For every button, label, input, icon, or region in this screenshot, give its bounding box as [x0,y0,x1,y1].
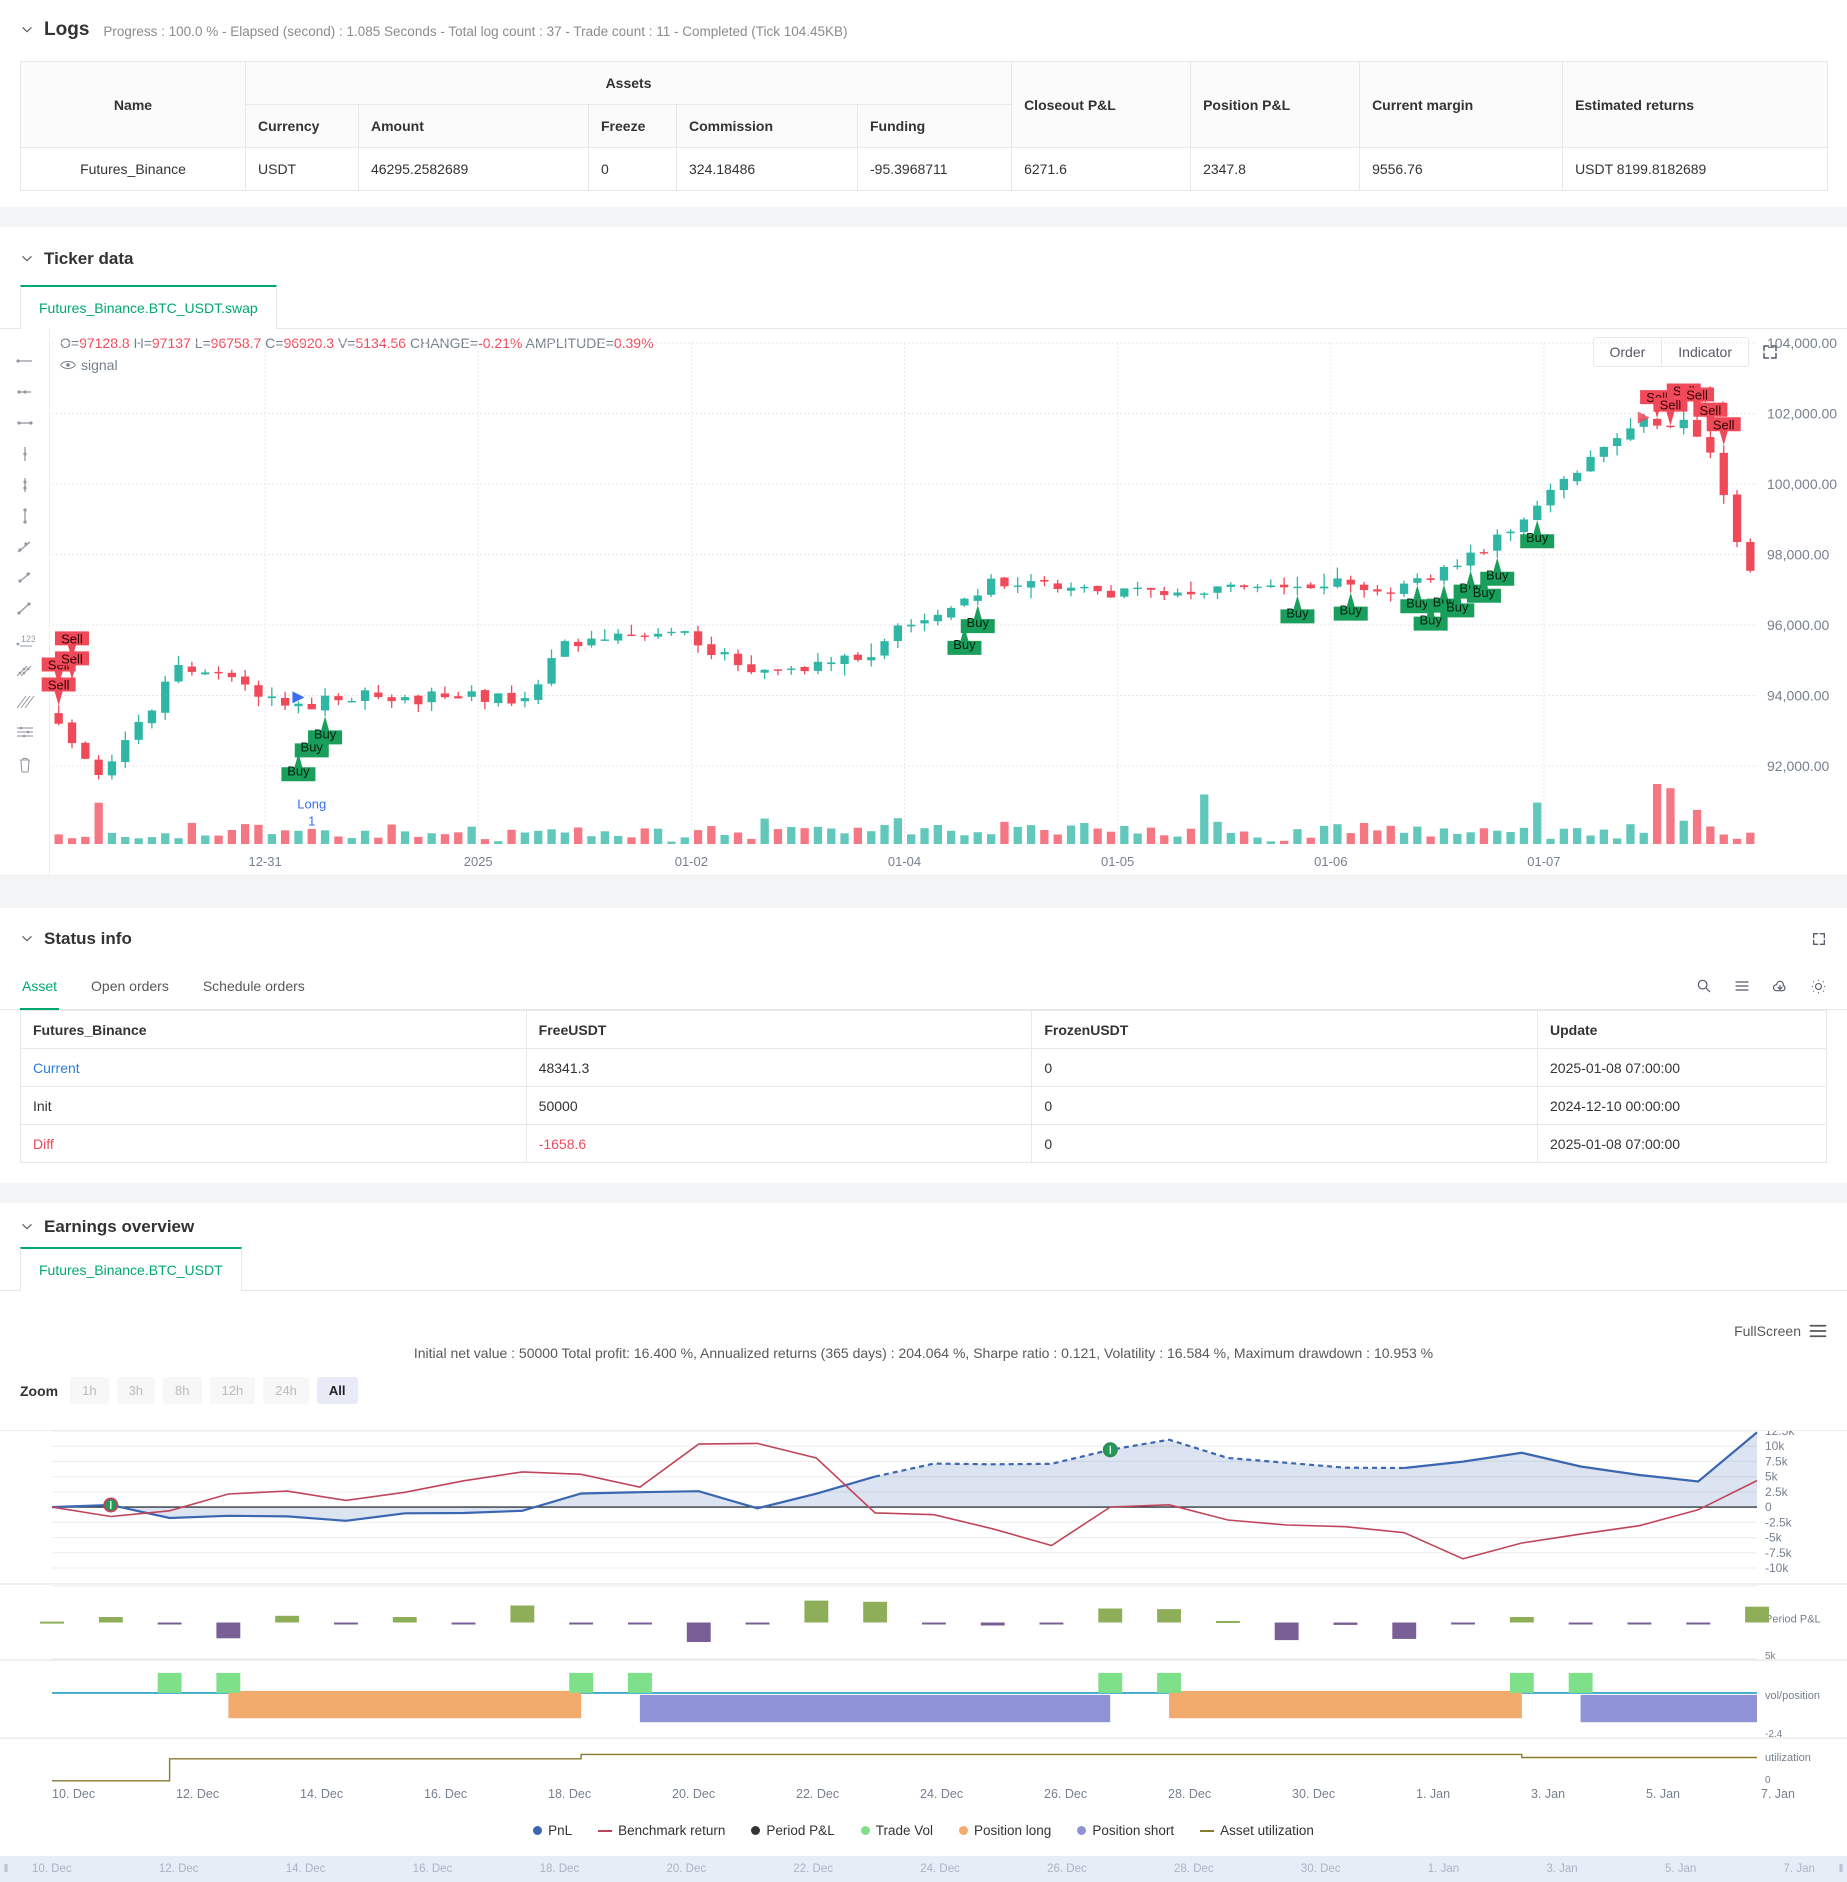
svg-text:2025: 2025 [464,854,493,869]
svg-text:Buy: Buy [1406,595,1429,610]
svg-text:01-07: 01-07 [1527,854,1560,869]
svg-text:Buy: Buy [1526,530,1549,545]
svg-text:104,000.00: 104,000.00 [1767,335,1837,351]
svg-text:102,000.00: 102,000.00 [1767,406,1837,422]
svg-text:Long: Long [297,796,326,811]
svg-text:10k: 10k [1765,1439,1785,1453]
svg-text:Sell: Sell [1713,417,1735,432]
svg-text:Sell: Sell [1686,388,1708,403]
svg-text:94,000.00: 94,000.00 [1767,688,1829,704]
svg-text:01-04: 01-04 [888,854,921,869]
svg-text:Buy: Buy [953,637,976,652]
svg-text:Period P&L: Period P&L [1765,1614,1821,1626]
svg-text:Sell: Sell [1700,403,1722,418]
svg-text:Buy: Buy [1340,603,1363,618]
svg-text:1: 1 [308,813,315,828]
svg-text:01-02: 01-02 [675,854,708,869]
svg-text:92,000.00: 92,000.00 [1767,758,1829,774]
svg-text:Buy: Buy [1446,599,1469,614]
svg-text:12-31: 12-31 [248,854,281,869]
svg-text:Buy: Buy [287,763,310,778]
svg-text:Buy: Buy [1486,568,1509,583]
svg-text:7.5k: 7.5k [1765,1454,1789,1468]
svg-text:Buy: Buy [967,615,990,630]
svg-text:96,000.00: 96,000.00 [1767,617,1829,633]
svg-text:Buy: Buy [1473,585,1496,600]
svg-text:-10k: -10k [1765,1561,1789,1575]
svg-text:0: 0 [1765,1500,1772,1514]
svg-text:Buy: Buy [1286,605,1309,620]
svg-text:0: 0 [1765,1775,1771,1783]
svg-text:01-06: 01-06 [1314,854,1347,869]
svg-text:01-05: 01-05 [1101,854,1134,869]
svg-text:Sell: Sell [1660,398,1682,413]
svg-text:2.5k: 2.5k [1765,1485,1789,1499]
svg-text:12.5k: 12.5k [1765,1431,1795,1438]
svg-text:utilization: utilization [1765,1752,1811,1764]
svg-text:Buy: Buy [1419,613,1442,628]
svg-text:100,000.00: 100,000.00 [1767,476,1837,492]
svg-text:98,000.00: 98,000.00 [1767,547,1829,563]
svg-text:vol/position: vol/position [1765,1690,1820,1702]
svg-text:5k: 5k [1765,1470,1779,1484]
svg-text:Sell: Sell [61,631,83,646]
svg-text:-7.5k: -7.5k [1765,1546,1793,1560]
svg-text:-2.5k: -2.5k [1765,1515,1793,1529]
svg-text:-5k: -5k [1765,1531,1783,1545]
svg-text:Buy: Buy [301,739,324,754]
